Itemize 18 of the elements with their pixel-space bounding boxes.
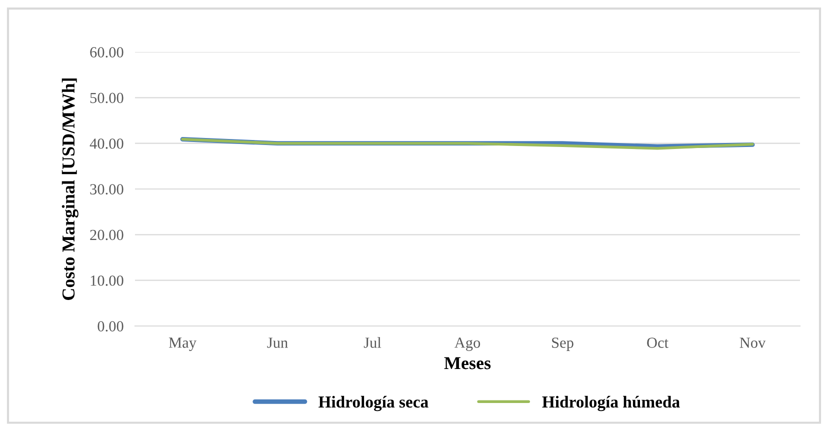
y-tick-label: 20.00: [90, 230, 124, 240]
y-tick-label: 0.00: [98, 321, 124, 332]
x-tick-label: Jul: [364, 337, 382, 348]
x-tick-label: May: [168, 338, 196, 351]
x-tick-label: Jun: [267, 338, 288, 348]
y-axis-title: Costo Marginal [USD/MWh]: [62, 78, 78, 300]
x-tick-label: Ago: [454, 338, 480, 351]
x-tick-label: Oct: [647, 338, 668, 348]
x-tick-label: Nov: [740, 338, 766, 348]
y-tick-label: 50.00: [90, 92, 124, 104]
y-tick-label: 30.00: [90, 184, 124, 195]
y-tick-label: 60.00: [90, 47, 124, 58]
legend-label: Hidrología seca: [318, 396, 428, 412]
x-tick-label: Sep: [552, 338, 574, 351]
x-axis-title: Meses: [444, 357, 491, 370]
legend-label: Hidrología húmeda: [542, 396, 680, 412]
y-tick-label: 40.00: [90, 138, 124, 149]
y-tick-label: 10.00: [90, 275, 124, 286]
